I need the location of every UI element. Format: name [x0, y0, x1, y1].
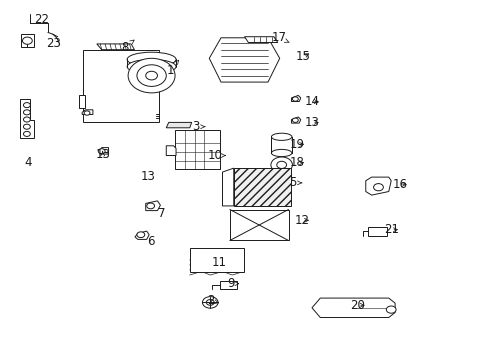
Bar [189, 248, 243, 272]
Text: 13: 13 [95, 148, 110, 161]
Polygon shape [145, 201, 160, 211]
Circle shape [206, 300, 214, 305]
Polygon shape [100, 148, 108, 154]
Circle shape [128, 58, 175, 93]
Text: 18: 18 [289, 156, 304, 169]
Bar [367, 227, 386, 236]
Polygon shape [20, 99, 34, 138]
Ellipse shape [127, 59, 176, 74]
Circle shape [202, 297, 218, 308]
Text: 14: 14 [304, 95, 319, 108]
Text: 1: 1 [166, 60, 178, 77]
Circle shape [386, 306, 395, 313]
Circle shape [23, 103, 30, 108]
Polygon shape [166, 122, 191, 128]
Text: 8: 8 [121, 40, 134, 54]
Text: 13: 13 [140, 170, 155, 183]
Polygon shape [244, 37, 277, 42]
Circle shape [84, 111, 90, 115]
Text: 16: 16 [392, 178, 407, 191]
Bar [220, 281, 237, 289]
Text: 11: 11 [211, 256, 226, 269]
Polygon shape [311, 298, 394, 318]
Polygon shape [291, 117, 300, 123]
Circle shape [23, 110, 30, 115]
Text: 6: 6 [146, 235, 154, 248]
Circle shape [145, 71, 157, 80]
Circle shape [146, 203, 154, 209]
Circle shape [137, 232, 144, 238]
Circle shape [23, 117, 30, 122]
Text: 10: 10 [207, 149, 225, 162]
Circle shape [23, 131, 30, 136]
Circle shape [292, 97, 298, 101]
Bar [79, 95, 85, 108]
Polygon shape [222, 168, 233, 206]
Circle shape [373, 184, 383, 191]
Bar [271, 137, 291, 153]
Text: 21: 21 [383, 223, 398, 236]
Text: 2: 2 [207, 294, 218, 307]
Text: 13: 13 [304, 116, 319, 129]
Polygon shape [209, 38, 279, 82]
Circle shape [98, 149, 105, 154]
Ellipse shape [271, 133, 291, 140]
Circle shape [22, 37, 32, 44]
Text: 9: 9 [226, 277, 238, 290]
Bar [233, 168, 291, 206]
Text: 20: 20 [350, 299, 365, 312]
Text: 17: 17 [271, 31, 288, 44]
Bar [175, 130, 220, 169]
Circle shape [137, 65, 166, 86]
Bar [83, 50, 159, 122]
Polygon shape [166, 146, 176, 156]
Circle shape [270, 157, 292, 173]
Text: 5: 5 [288, 176, 301, 189]
Ellipse shape [271, 149, 291, 157]
Circle shape [292, 118, 298, 122]
Text: 12: 12 [294, 214, 309, 227]
Text: 19: 19 [289, 138, 304, 151]
Text: 15: 15 [295, 50, 310, 63]
Circle shape [276, 161, 286, 168]
Polygon shape [82, 110, 93, 114]
Polygon shape [291, 95, 300, 102]
Text: 7: 7 [157, 207, 165, 220]
Circle shape [23, 124, 30, 129]
Polygon shape [135, 231, 149, 239]
Text: 4: 4 [24, 156, 32, 169]
Text: 3: 3 [191, 120, 204, 133]
Polygon shape [97, 44, 134, 50]
Polygon shape [365, 177, 390, 195]
Ellipse shape [127, 52, 176, 67]
Bar [20, 34, 34, 47]
Polygon shape [229, 210, 288, 240]
Text: 23: 23 [46, 37, 61, 50]
Text: 22: 22 [34, 13, 49, 26]
